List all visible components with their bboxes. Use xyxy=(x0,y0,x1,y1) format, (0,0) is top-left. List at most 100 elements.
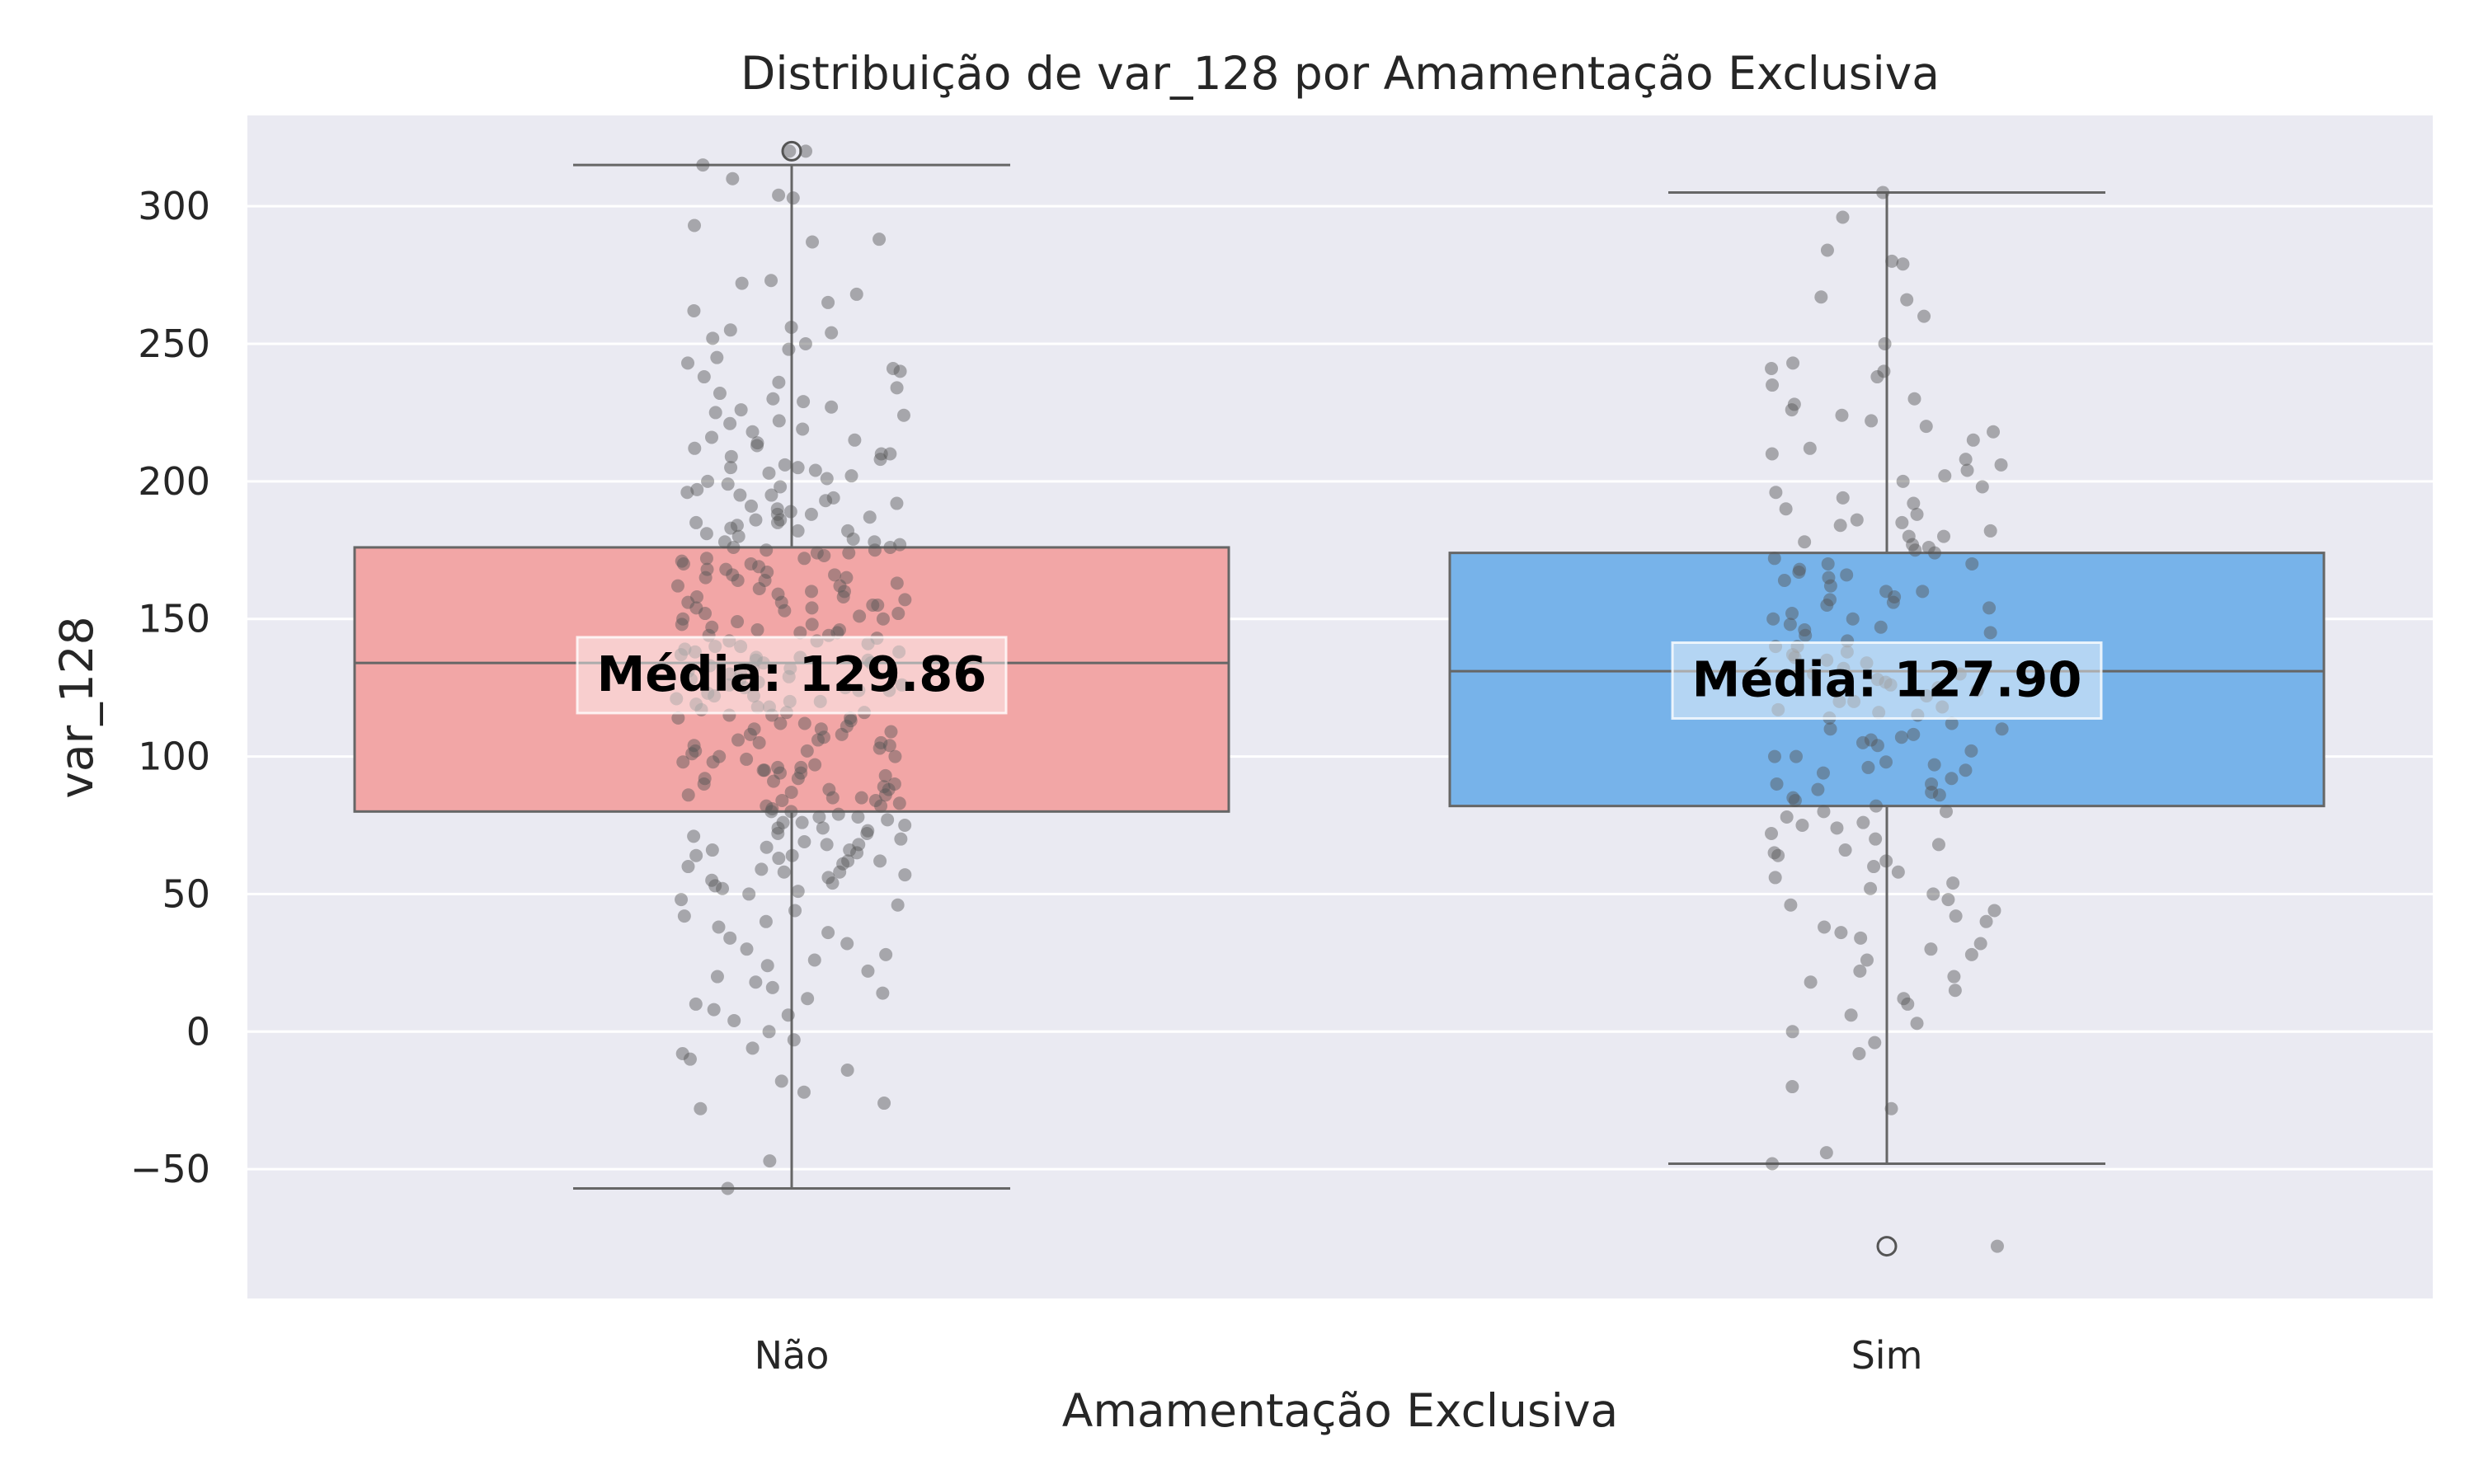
data-point xyxy=(752,735,766,749)
data-point xyxy=(675,893,689,907)
data-point xyxy=(1765,827,1779,841)
data-point xyxy=(1902,529,1916,543)
data-point xyxy=(722,667,736,681)
data-point xyxy=(1856,735,1870,749)
data-point xyxy=(1788,650,1802,665)
data-point xyxy=(1945,772,1959,786)
data-point xyxy=(676,612,690,626)
data-point xyxy=(771,827,785,841)
x-tick-label: Não xyxy=(755,1333,830,1378)
data-point xyxy=(759,914,773,928)
data-point xyxy=(1823,593,1837,607)
data-point xyxy=(705,843,719,857)
data-point xyxy=(1917,309,1931,323)
data-point xyxy=(1979,914,1993,928)
y-tick-label: 300 xyxy=(138,184,210,228)
data-point xyxy=(1817,805,1831,819)
data-point xyxy=(1803,441,1817,455)
data-point xyxy=(1816,766,1830,780)
data-point xyxy=(675,618,689,632)
data-point xyxy=(1945,716,1959,730)
data-point xyxy=(804,507,818,521)
data-point xyxy=(1867,860,1881,874)
data-point xyxy=(826,491,840,505)
data-point xyxy=(846,532,860,546)
data-point xyxy=(793,626,807,640)
data-point xyxy=(879,947,893,961)
data-point xyxy=(805,618,819,632)
data-point xyxy=(1982,601,1997,615)
data-point xyxy=(795,815,809,829)
data-point xyxy=(689,697,703,711)
data-point xyxy=(744,499,758,513)
data-point xyxy=(797,835,811,849)
data-point xyxy=(746,661,760,675)
data-point xyxy=(770,502,784,516)
data-point xyxy=(874,447,888,461)
data-point xyxy=(893,538,907,552)
data-point xyxy=(808,463,822,477)
data-point xyxy=(868,543,882,557)
data-point xyxy=(681,665,695,679)
data-point xyxy=(1850,513,1864,527)
data-point xyxy=(820,472,834,486)
data-point xyxy=(771,821,785,835)
data-point xyxy=(742,887,756,901)
data-point xyxy=(1987,904,2001,918)
y-tick-label: 100 xyxy=(138,735,210,779)
data-point xyxy=(698,571,713,585)
data-point xyxy=(681,595,695,609)
data-point xyxy=(783,694,797,708)
data-point xyxy=(843,843,857,857)
data-point xyxy=(1946,876,1960,890)
y-tick-labels: −50 0 50 100 150 200 250 300 xyxy=(130,184,210,1191)
data-point xyxy=(1840,568,1854,582)
data-point xyxy=(671,711,685,725)
data-point xyxy=(1793,562,1807,576)
data-point xyxy=(825,791,840,805)
data-point xyxy=(1939,805,1953,819)
data-point xyxy=(1787,397,1801,411)
data-point xyxy=(872,232,887,247)
data-point xyxy=(1964,947,1978,961)
data-point xyxy=(1920,689,1934,703)
data-point xyxy=(719,562,733,576)
x-tick-labels: Não Sim xyxy=(755,1333,1923,1378)
data-point xyxy=(689,997,703,1011)
data-point xyxy=(764,805,778,819)
data-point xyxy=(1785,607,1799,621)
data-point xyxy=(760,840,774,854)
data-point xyxy=(1846,612,1860,626)
data-point xyxy=(794,760,808,774)
data-point xyxy=(762,1025,776,1039)
strip-points xyxy=(670,144,2009,1253)
data-point xyxy=(1994,458,2008,472)
data-point xyxy=(825,400,839,414)
data-point xyxy=(1785,403,1799,417)
data-point xyxy=(1907,392,1921,406)
data-point xyxy=(731,615,745,629)
data-point xyxy=(726,568,740,582)
data-point xyxy=(681,356,695,370)
data-point xyxy=(705,430,719,444)
mean-label: Média: 129.86 xyxy=(597,646,987,702)
data-point xyxy=(772,852,786,866)
data-point xyxy=(700,562,714,576)
data-point xyxy=(1925,785,1939,799)
data-point xyxy=(1878,336,1892,350)
data-point xyxy=(806,235,820,249)
data-point xyxy=(1766,378,1780,392)
data-point xyxy=(1847,694,1861,708)
data-point xyxy=(722,678,736,692)
data-point xyxy=(778,603,792,618)
data-point xyxy=(878,788,892,802)
data-point xyxy=(851,810,865,824)
data-point xyxy=(1879,585,1893,599)
data-point xyxy=(801,992,815,1006)
data-point xyxy=(893,364,907,378)
data-point xyxy=(811,733,825,747)
data-point xyxy=(690,590,704,604)
data-point xyxy=(1820,653,1834,667)
data-point xyxy=(861,964,875,978)
data-point xyxy=(698,607,713,621)
